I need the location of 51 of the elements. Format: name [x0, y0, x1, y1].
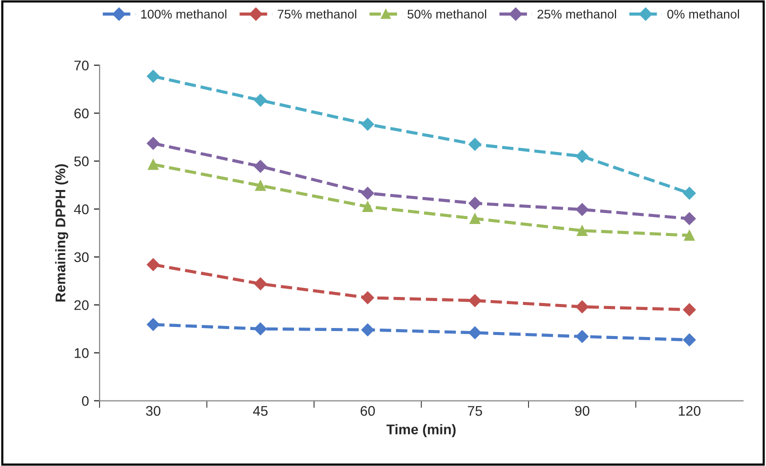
x-tick-label: 30: [146, 406, 160, 416]
point: [576, 150, 589, 163]
x-tick-label: 75: [468, 406, 482, 416]
point: [684, 230, 695, 241]
point: [468, 294, 482, 307]
legend-label: 25% methanol: [538, 9, 616, 19]
point: [576, 225, 588, 236]
point: [146, 318, 160, 331]
point: [468, 326, 482, 340]
point: [254, 160, 267, 173]
x-tick-label: 60: [360, 406, 375, 416]
point: [146, 136, 160, 150]
point: [254, 94, 267, 107]
y-tick-label: 70: [74, 60, 89, 70]
y-axis-title: Remaining DPPH (%): [55, 164, 68, 302]
point: [576, 300, 589, 314]
point: [254, 322, 267, 336]
point: [361, 186, 374, 200]
y-tick-label: 30: [74, 252, 89, 262]
x-tick-label: 45: [253, 406, 268, 416]
point: [682, 212, 696, 226]
point: [361, 118, 374, 131]
point: [682, 333, 696, 346]
y-tick-label: 60: [74, 108, 89, 118]
point: [468, 138, 482, 151]
point: [362, 201, 374, 212]
point: [470, 213, 480, 224]
y-tick-label: 0: [82, 396, 89, 406]
point: [148, 159, 159, 170]
point: [361, 291, 374, 304]
point: [576, 203, 589, 216]
x-tick-label: 120: [678, 406, 700, 416]
legend-label: 0% methanol: [667, 9, 739, 19]
legend-label: 100% methanol: [141, 9, 226, 19]
y-tick-label: 40: [74, 204, 89, 214]
legend-label: 75% methanol: [278, 9, 356, 19]
x-tick-label: 90: [575, 406, 590, 416]
point: [146, 70, 160, 83]
point: [682, 303, 696, 316]
point: [361, 323, 374, 336]
point: [255, 180, 266, 191]
x-axis-title: Time (min): [386, 424, 456, 438]
point: [146, 258, 160, 272]
y-tick-label: 10: [74, 348, 89, 358]
point: [576, 330, 589, 343]
legend-label: 50% methanol: [408, 9, 486, 19]
point: [254, 277, 267, 290]
y-tick-label: 20: [74, 300, 89, 310]
y-tick-label: 50: [74, 156, 89, 166]
point: [682, 186, 696, 200]
point: [468, 196, 482, 210]
